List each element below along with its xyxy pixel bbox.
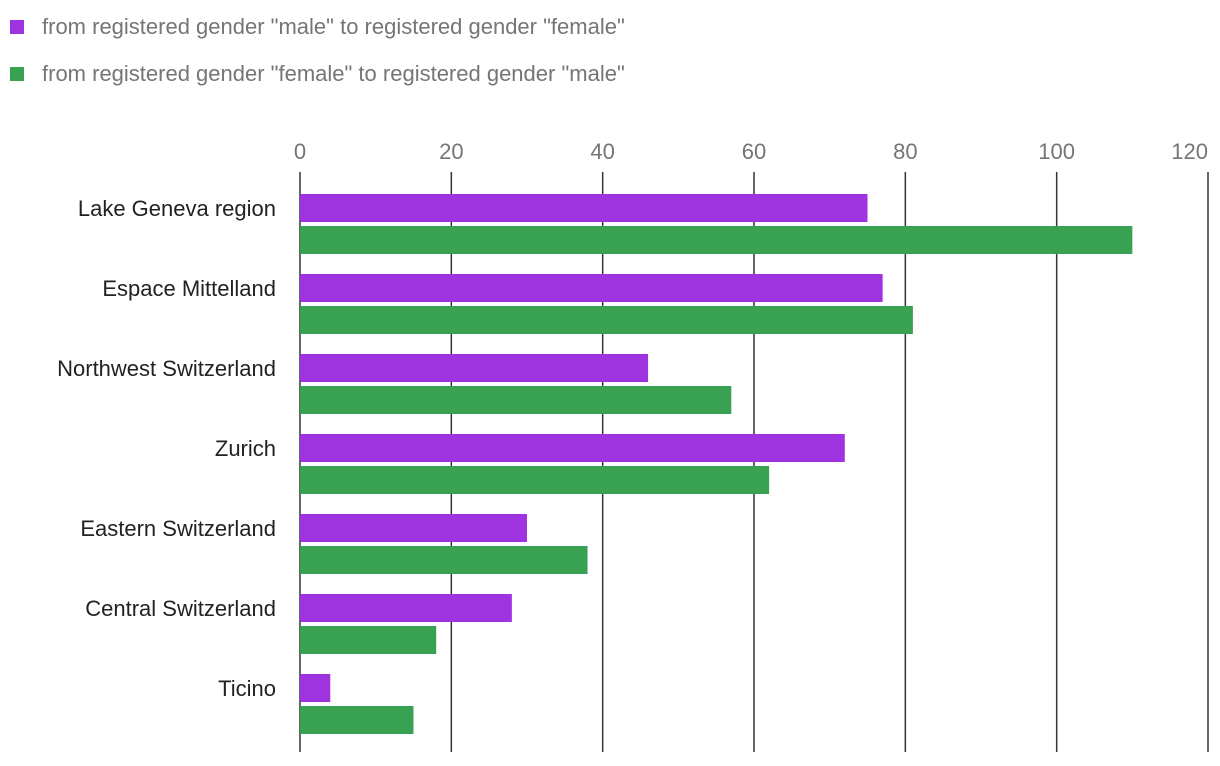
legend-swatch-female-to-male [10,67,24,81]
category-label: Eastern Switzerland [80,516,276,541]
bars [300,194,1133,734]
category-label: Espace Mittelland [102,276,276,301]
x-tick-label: 20 [439,139,463,164]
bar-male-to-female-2 [300,354,649,382]
bar-male-to-female-3 [300,434,845,462]
category-label: Lake Geneva region [78,196,276,221]
x-tick-label: 60 [742,139,766,164]
category-label: Central Switzerland [85,596,276,621]
x-tick-label: 100 [1038,139,1075,164]
x-tick-label: 0 [294,139,306,164]
bar-female-to-male-0 [300,226,1133,254]
bar-female-to-male-4 [300,546,588,574]
legend: from registered gender "male" to registe… [10,14,625,86]
bar-male-to-female-1 [300,274,883,302]
category-label: Northwest Switzerland [57,356,276,381]
category-labels: Lake Geneva region Espace Mittelland North… [57,196,276,701]
x-axis-ticks: 0 20 40 60 80 100 120 [294,139,1208,164]
bar-male-to-female-5 [300,594,512,622]
bar-male-to-female-4 [300,514,527,542]
legend-swatch-male-to-female [10,20,24,34]
category-label: Zurich [215,436,276,461]
bar-female-to-male-5 [300,626,437,654]
bar-female-to-male-3 [300,466,770,494]
legend-label-male-to-female: from registered gender "male" to registe… [42,14,625,39]
bar-female-to-male-2 [300,386,732,414]
bar-male-to-female-6 [300,674,331,702]
x-tick-label: 120 [1171,139,1208,164]
x-tick-label: 40 [590,139,614,164]
bar-male-to-female-0 [300,194,868,222]
legend-label-female-to-male: from registered gender "female" to regis… [42,61,625,86]
bar-female-to-male-1 [300,306,913,334]
bar-female-to-male-6 [300,706,414,734]
category-label: Ticino [218,676,276,701]
x-tick-label: 80 [893,139,917,164]
